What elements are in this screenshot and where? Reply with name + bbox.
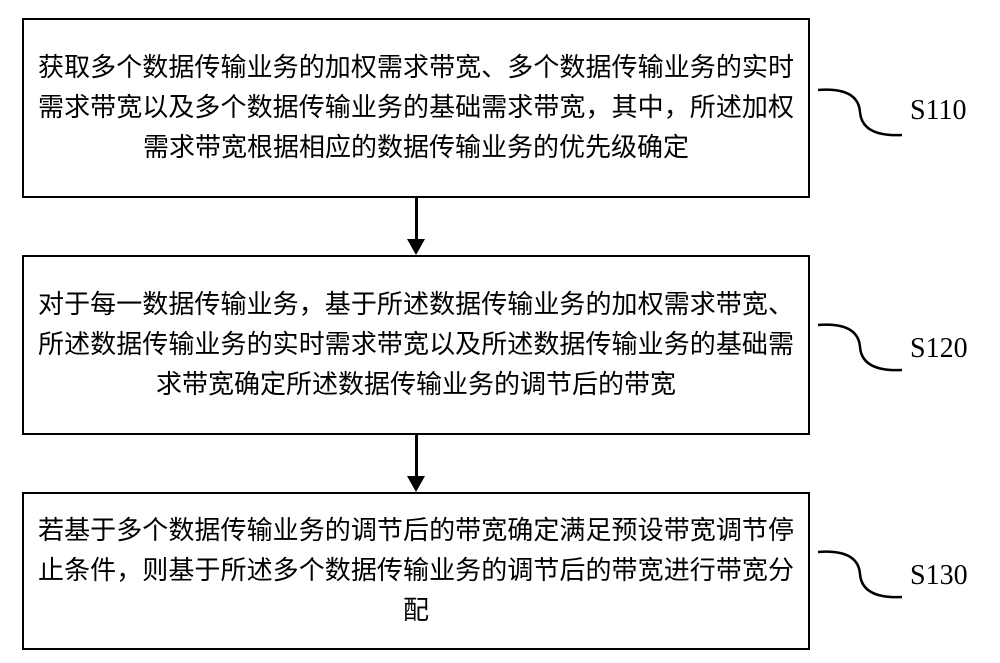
arrow-1-shaft <box>415 198 418 239</box>
step-s110-text: 获取多个数据传输业务的加权需求带宽、多个数据传输业务的实时需求带宽以及多个数据传… <box>38 48 794 169</box>
flowchart-canvas: 获取多个数据传输业务的加权需求带宽、多个数据传输业务的实时需求带宽以及多个数据传… <box>0 0 1000 663</box>
brace-s110 <box>814 85 904 140</box>
step-s110-box: 获取多个数据传输业务的加权需求带宽、多个数据传输业务的实时需求带宽以及多个数据传… <box>22 18 810 198</box>
step-s120-text: 对于每一数据传输业务，基于所述数据传输业务的加权需求带宽、所述数据传输业务的实时… <box>38 285 794 406</box>
step-s130-text: 若基于多个数据传输业务的调节后的带宽确定满足预设带宽调节停止条件，则基于所述多个… <box>38 511 794 632</box>
step-s130-box: 若基于多个数据传输业务的调节后的带宽确定满足预设带宽调节停止条件，则基于所述多个… <box>22 492 810 650</box>
arrow-1-head <box>407 239 425 255</box>
step-s110-label: S110 <box>910 95 967 127</box>
step-s120-box: 对于每一数据传输业务，基于所述数据传输业务的加权需求带宽、所述数据传输业务的实时… <box>22 255 810 435</box>
brace-s130 <box>814 547 904 602</box>
brace-s120 <box>814 320 904 375</box>
step-s130-label: S130 <box>910 560 968 592</box>
arrow-2-head <box>407 476 425 492</box>
arrow-2-shaft <box>415 435 418 476</box>
step-s120-label: S120 <box>910 333 968 365</box>
